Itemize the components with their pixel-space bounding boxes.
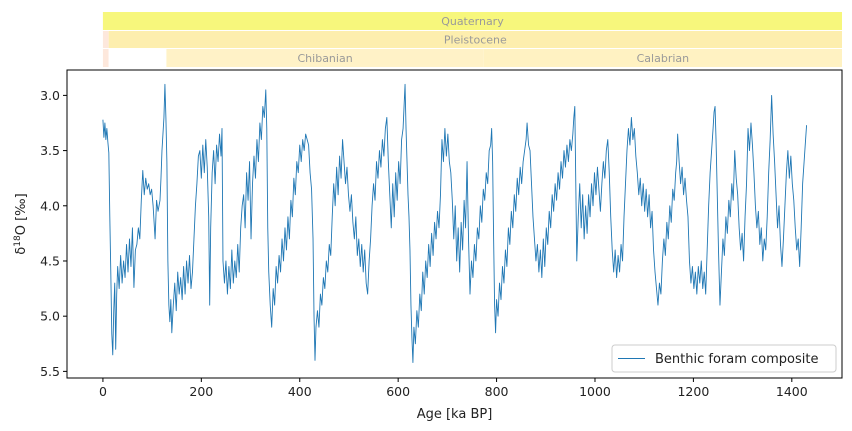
timescale-label: Quaternary	[441, 15, 504, 28]
y-tick-label: 5.5	[40, 364, 60, 379]
y-tick-label: 4.5	[40, 253, 60, 268]
x-tick-label: 0	[99, 384, 107, 399]
legend-entry-label: Benthic foram composite	[655, 352, 818, 367]
timescale-band-quaternary	[102, 12, 842, 30]
timescale-label: Pleistocene	[444, 34, 507, 47]
x-tick-label: 1200	[677, 384, 709, 399]
x-tick-label: 1000	[579, 384, 611, 399]
x-tick-label: 600	[386, 384, 410, 399]
series-line	[102, 83, 808, 363]
legend-box	[611, 344, 837, 373]
x-axis-label: Age [ka BP]	[417, 407, 493, 422]
plot-area	[66, 69, 843, 379]
y-axis: 3.0 3.5 4.0 4.5 5.0 5.5	[40, 88, 67, 379]
plot-frame	[66, 69, 843, 379]
legend: Benthic foram composite	[611, 344, 837, 373]
y-tick-label: 3.0	[40, 88, 60, 103]
y-axis-label: δ18O [‰]	[13, 193, 29, 254]
x-tick-label: 1400	[776, 384, 808, 399]
x-tick-label: 400	[288, 384, 312, 399]
y-tick-label: 4.0	[40, 198, 60, 213]
y-tick-label: 5.0	[40, 309, 60, 324]
timescale-band-chibanian	[166, 49, 484, 67]
series-layer	[102, 83, 808, 363]
timescale-band-pleistocene	[108, 31, 842, 48]
timescale-band-holocene	[102, 49, 109, 67]
y-tick-label: 3.5	[40, 143, 60, 158]
timescale-label: Calabrian	[637, 52, 690, 65]
timescale-band-late-pleistocene	[108, 49, 167, 67]
timescale-label: Chibanian	[298, 52, 353, 65]
x-tick-label: 200	[189, 384, 213, 399]
geologic-timescale: Quaternary Pleistocene Chibanian Calabrian	[102, 12, 842, 67]
timescale-band-holocene	[102, 31, 109, 48]
x-axis: 0 200 400 600 800 1000 1200 1400	[99, 378, 808, 399]
timescale-band-calabrian	[483, 49, 842, 67]
x-tick-label: 800	[485, 384, 509, 399]
